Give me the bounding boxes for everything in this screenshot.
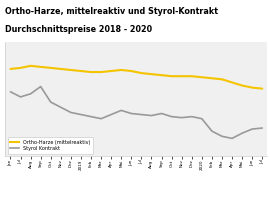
Text: Durchschnittspreise 2018 - 2020: Durchschnittspreise 2018 - 2020 (5, 25, 153, 34)
Text: © 2020 Kunststoff Information, Bad Homburg - www.kiweb.de: © 2020 Kunststoff Information, Bad Hombu… (5, 188, 157, 194)
Legend: Ortho-Harze (mittelreaktiv), Styrol Kontrakt: Ortho-Harze (mittelreaktiv), Styrol Kont… (8, 137, 93, 154)
Text: Ortho-Harze, mittelreaktiv und Styrol-Kontrakt: Ortho-Harze, mittelreaktiv und Styrol-Ko… (5, 7, 218, 17)
